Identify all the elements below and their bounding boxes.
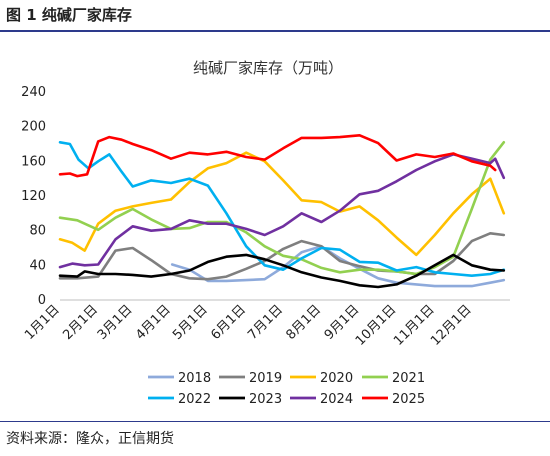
legend-label-2018: 2018 <box>178 371 211 386</box>
legend-label-2019: 2019 <box>249 371 282 386</box>
x-tick-label: 7月1日 <box>245 302 286 343</box>
legend-label-2025: 2025 <box>392 392 425 407</box>
series-lines <box>58 134 506 289</box>
legend-label-2024: 2024 <box>320 392 353 407</box>
y-tick-labels: 0 40 80 120 160 200 240 <box>21 85 46 308</box>
legend-label-2021: 2021 <box>392 371 425 386</box>
x-tick-labels: 1月1日2月1日3月1日4月1日5月1日6月1日7月1日8月1日9月1日10月1… <box>22 302 474 349</box>
x-tick-label: 3月1日 <box>95 302 136 343</box>
top-rule <box>0 30 550 32</box>
line-chart: 纯碱厂家库存（万吨） 0 40 80 120 160 200 240 1月1日2月1日3月1… <box>21 59 510 407</box>
series-line-2018 <box>170 245 506 288</box>
figure-label: 图 1 纯碱厂家库存 <box>6 6 132 24</box>
y-tick-label: 40 <box>29 258 46 273</box>
x-tick-label: 12月1日 <box>428 302 475 349</box>
legend: 2018 2019 2020 2021 2022 2023 2024 2025 <box>148 371 425 407</box>
series-line-2025 <box>58 134 497 178</box>
x-tick-label: 1月1日 <box>22 302 63 343</box>
x-tick-label: 8月1日 <box>284 302 325 343</box>
legend-label-2023: 2023 <box>249 392 282 407</box>
bottom-rule <box>0 421 550 422</box>
x-tick-label: 5月1日 <box>170 302 211 343</box>
source-note: 资料来源：隆众，正信期货 <box>6 431 174 447</box>
series-line-2020 <box>58 151 506 257</box>
y-tick-label: 200 <box>21 120 46 135</box>
series-line-2023 <box>58 253 506 289</box>
x-tick-label: 4月1日 <box>133 302 174 343</box>
x-tick-label: 2月1日 <box>60 302 101 343</box>
y-tick-label: 120 <box>21 189 46 204</box>
y-tick-label: 0 <box>38 293 46 308</box>
x-tick-label: 10月1日 <box>353 302 400 349</box>
legend-label-2020: 2020 <box>320 371 353 386</box>
chart-title: 纯碱厂家库存（万吨） <box>193 59 343 77</box>
y-tick-label: 80 <box>29 224 46 239</box>
series-line-2019 <box>58 232 506 281</box>
y-tick-label: 240 <box>21 85 46 100</box>
x-tick-label: 6月1日 <box>208 302 249 343</box>
series-line-2024 <box>58 153 506 269</box>
legend-label-2022: 2022 <box>178 392 211 407</box>
y-tick-label: 160 <box>21 154 46 169</box>
series-line-2021 <box>58 141 506 276</box>
